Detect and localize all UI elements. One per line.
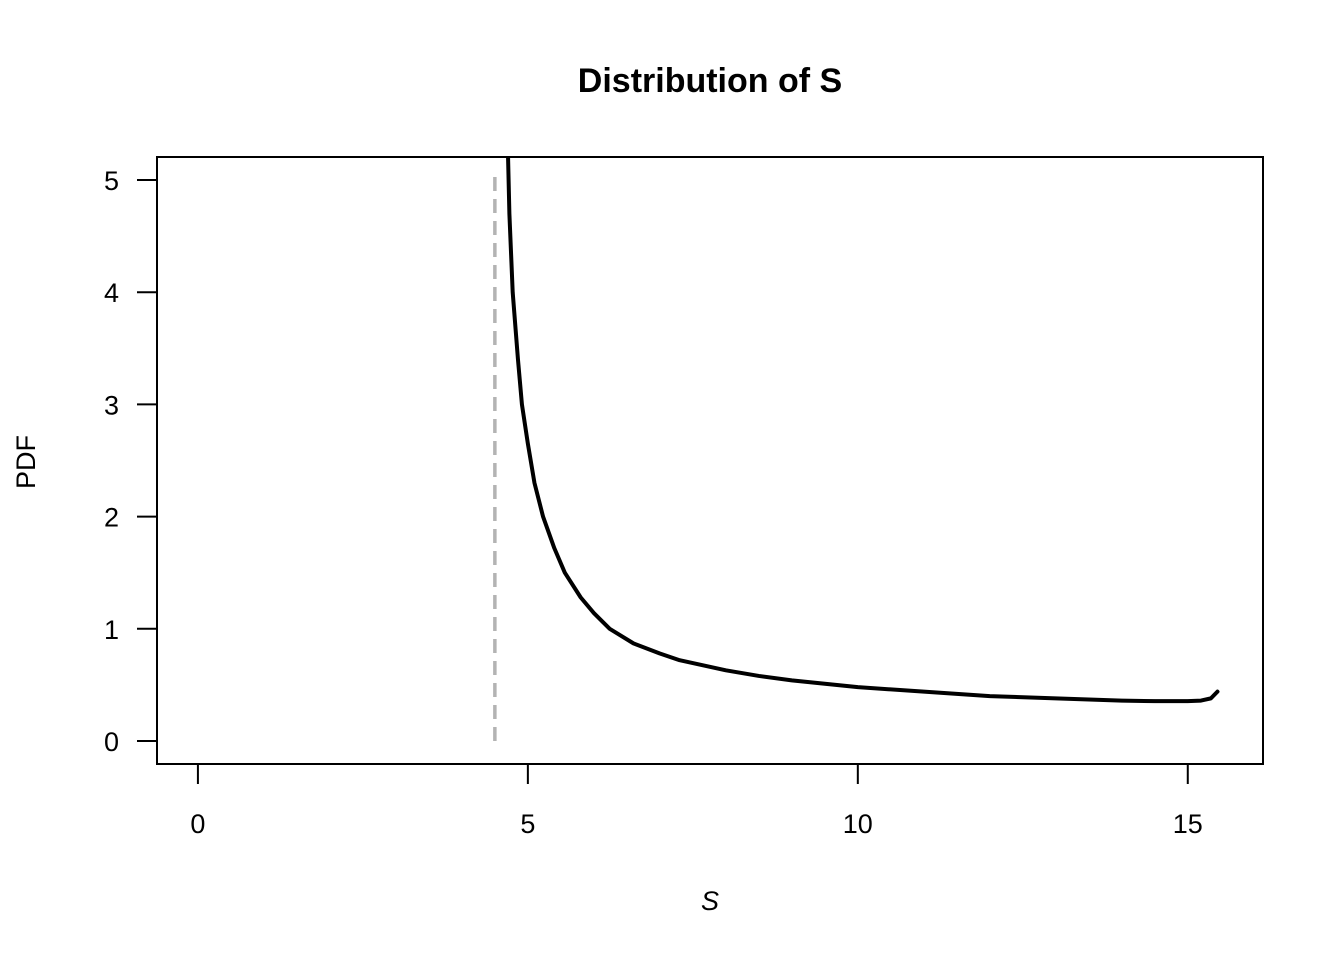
chart-title: Distribution of S xyxy=(578,62,842,100)
y-tick-label: 4 xyxy=(104,278,119,308)
x-tick-label: 15 xyxy=(1173,809,1203,839)
y-tick-label: 2 xyxy=(104,503,119,533)
x-axis-label: S xyxy=(701,886,719,916)
x-tick-label: 0 xyxy=(190,809,205,839)
x-tick-label: 10 xyxy=(843,809,873,839)
y-tick-label: 5 xyxy=(104,166,119,196)
y-axis-label: PDF xyxy=(11,435,41,489)
x-tick-label: 5 xyxy=(520,809,535,839)
pdf-line xyxy=(506,157,1220,704)
y-tick-label: 3 xyxy=(104,390,119,420)
y-tick-label: 1 xyxy=(104,615,119,645)
y-tick-label: 0 xyxy=(104,727,119,757)
